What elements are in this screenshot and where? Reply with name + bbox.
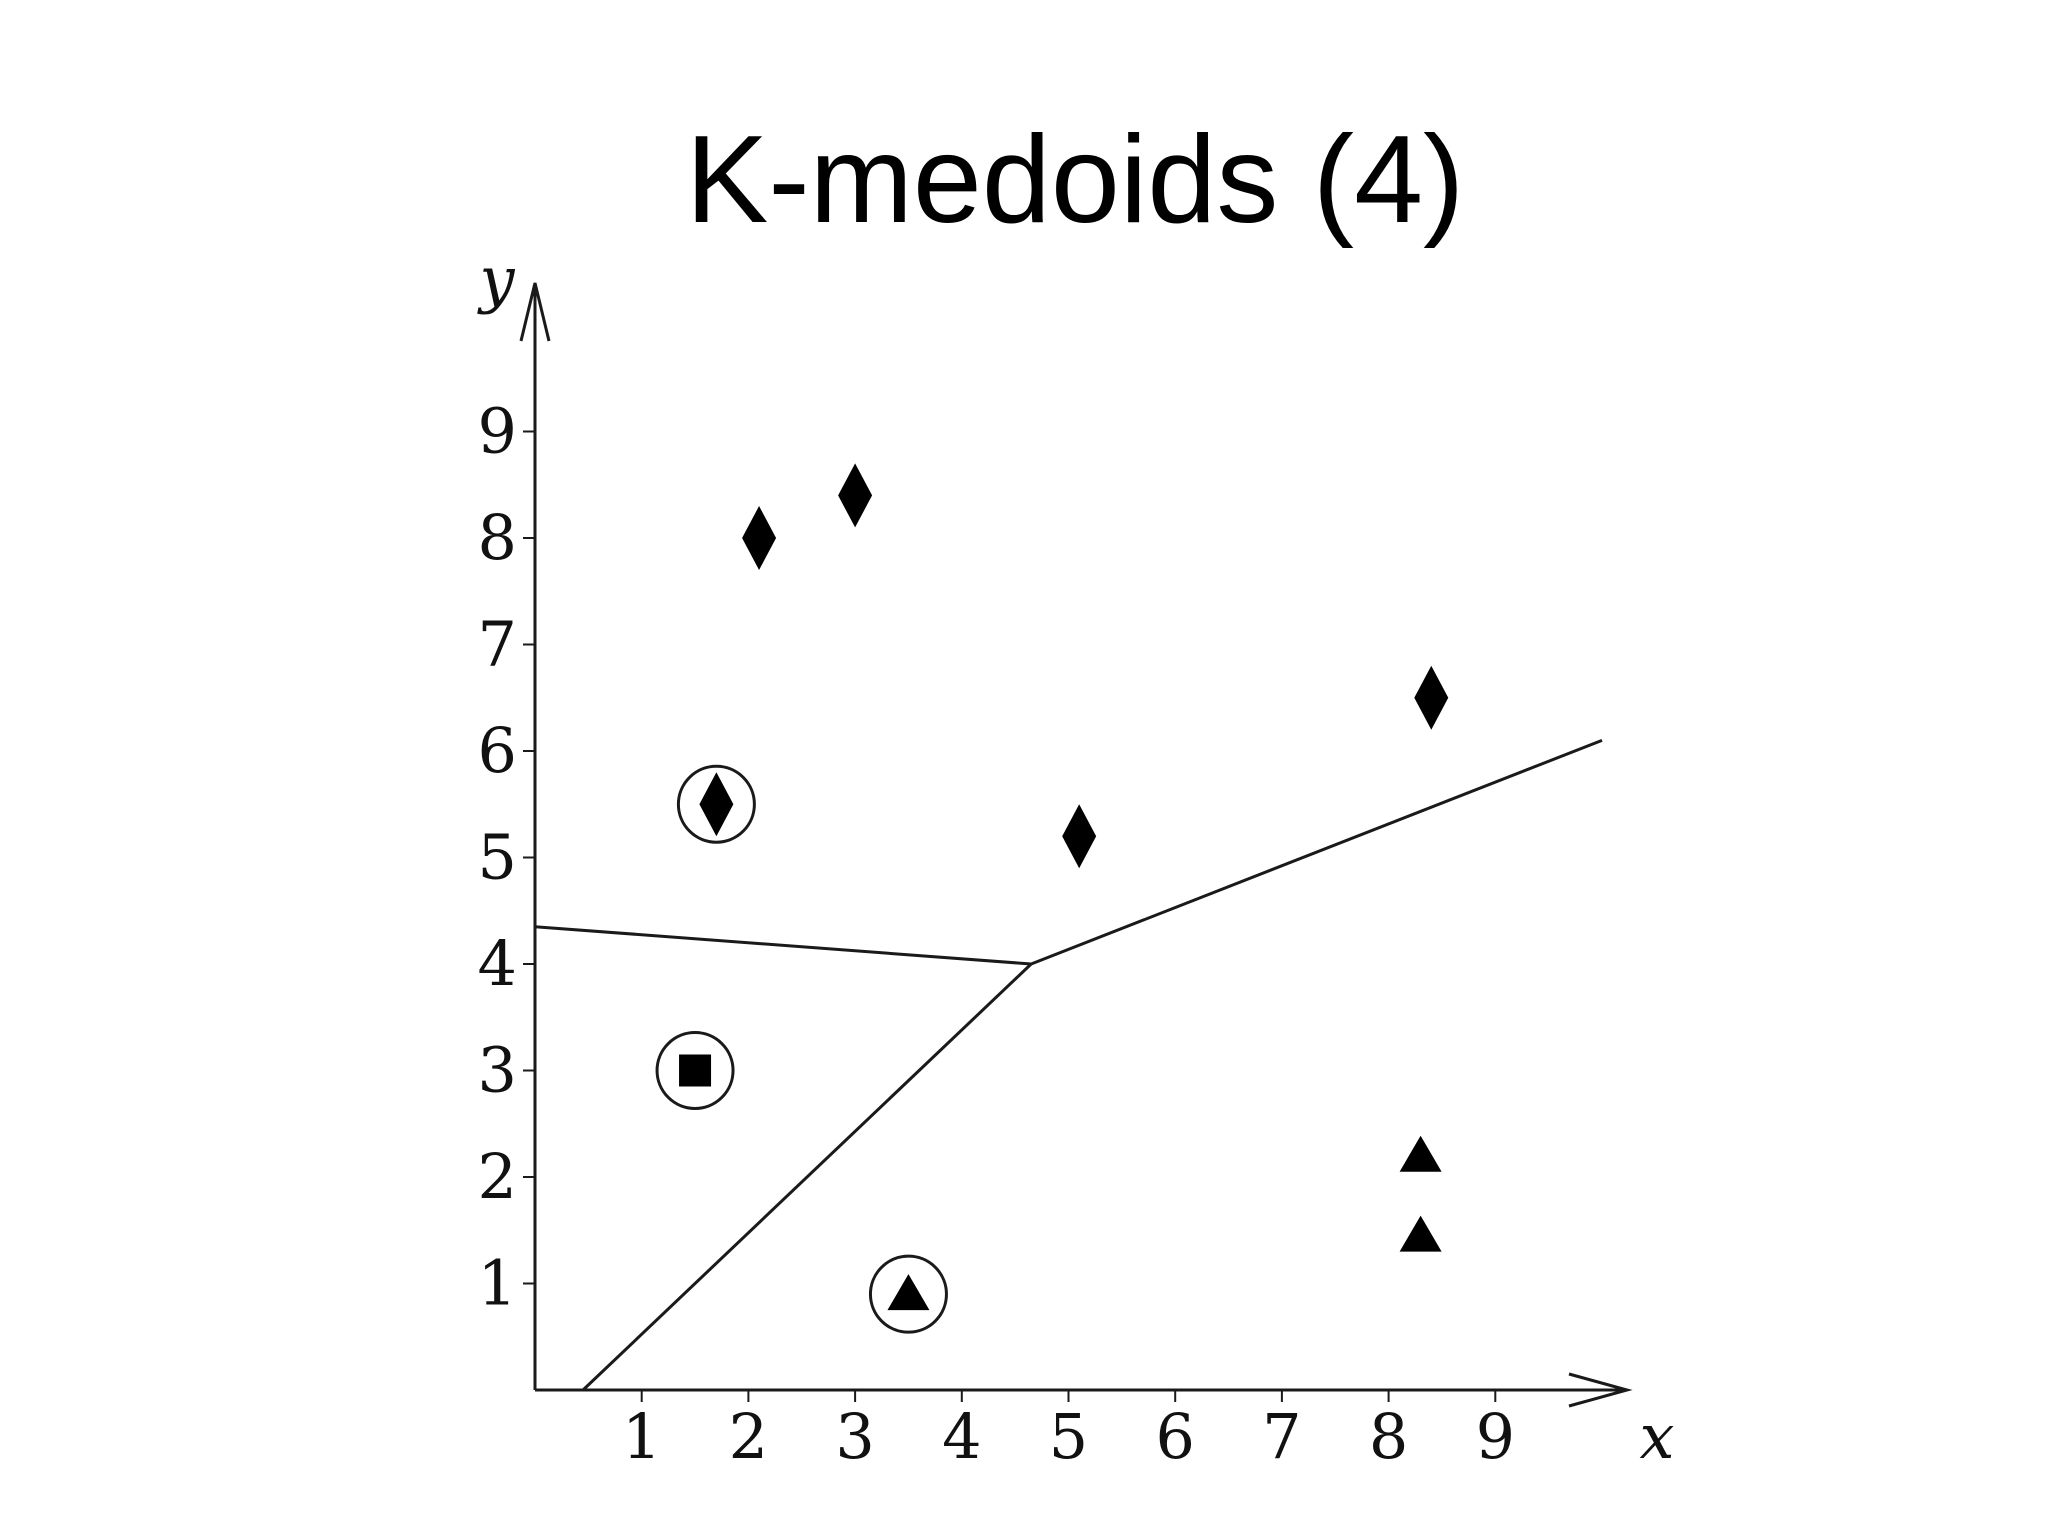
boundary-line-2 <box>1030 738 1603 966</box>
x-tick-label-8: 8 <box>1369 1400 1408 1473</box>
y-tick-label-4: 4 <box>478 927 517 1000</box>
diamond-point-4 <box>1062 804 1097 869</box>
y-tick-label-8: 8 <box>478 501 517 574</box>
y-tick-label-9: 9 <box>478 395 517 468</box>
y-tick-label-1: 1 <box>478 1247 517 1320</box>
triangle-point-2 <box>1399 1135 1442 1172</box>
y-axis-label: y <box>476 243 515 316</box>
y-axis-arrow-icon <box>519 282 551 342</box>
x-tick-label-5: 5 <box>1049 1400 1088 1473</box>
boundary-line-3 <box>581 962 1033 1392</box>
axes <box>519 282 1633 1408</box>
medoid-circle-square <box>655 1031 735 1110</box>
x-tick-label-9: 9 <box>1476 1400 1515 1473</box>
diamond-point-1 <box>699 772 734 837</box>
x-tick-label-4: 4 <box>942 1400 981 1473</box>
triangle-point-1 <box>887 1274 930 1311</box>
medoid-circle-triangle <box>868 1254 948 1334</box>
x-tick-label-3: 3 <box>835 1400 874 1473</box>
x-tick-label-2: 2 <box>729 1400 768 1473</box>
y-tick-label-6: 6 <box>478 714 517 787</box>
y-tick-label-3: 3 <box>478 1034 517 1107</box>
triangle-point-3 <box>1399 1215 1442 1252</box>
voronoi-boundaries <box>534 738 1603 1392</box>
medoid-circle-diamond <box>676 764 756 844</box>
square-point-1 <box>679 1054 712 1087</box>
x-tick-label-6: 6 <box>1155 1400 1194 1473</box>
y-tick-label-2: 2 <box>478 1140 517 1213</box>
slide-title: K-medoids (4) <box>685 111 1465 249</box>
x-tick-label-7: 7 <box>1262 1400 1301 1473</box>
x-tick-label-1: 1 <box>622 1400 661 1473</box>
x-axis-arrow-icon <box>1568 1372 1633 1408</box>
x-axis-label: x <box>1640 1400 1675 1473</box>
diamond-point-3 <box>838 463 873 528</box>
y-tick-label-7: 7 <box>478 608 517 681</box>
diamond-point-2 <box>742 506 777 570</box>
boundary-line-1 <box>534 925 1032 966</box>
y-tick-label-5: 5 <box>478 821 517 894</box>
diamond-point-5 <box>1414 665 1449 730</box>
data-points <box>655 463 1449 1334</box>
